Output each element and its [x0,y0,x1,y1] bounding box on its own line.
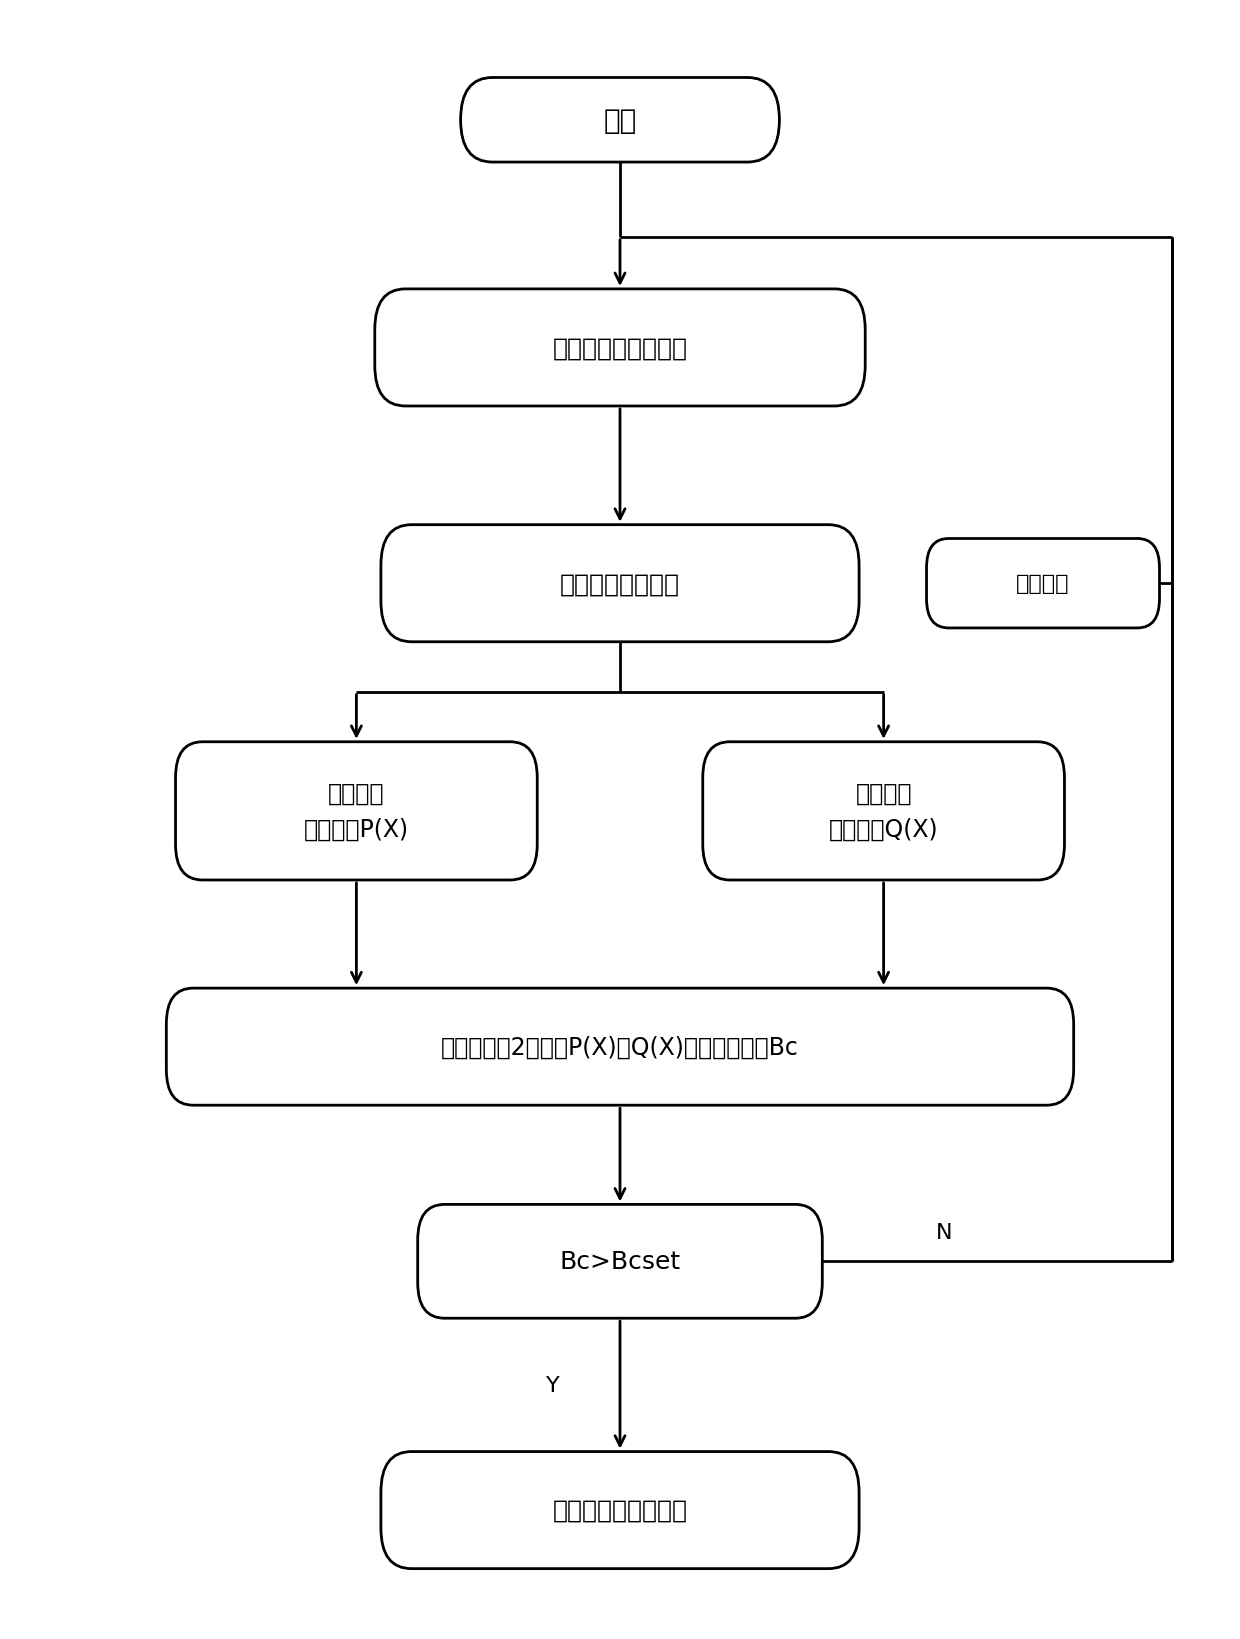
Text: 提取数据窗差流序列: 提取数据窗差流序列 [553,336,687,361]
Text: 差流序列
分布函数P(X): 差流序列 分布函数P(X) [304,782,409,841]
Text: 正弦波序列的构造: 正弦波序列的构造 [560,572,680,597]
Text: N: N [936,1223,952,1242]
FancyBboxPatch shape [176,742,537,880]
Text: 保护闭锁: 保护闭锁 [1017,574,1070,593]
Text: 利用公式（2）计算P(X)和Q(X)间的巴氏系数Bc: 利用公式（2）计算P(X)和Q(X)间的巴氏系数Bc [441,1034,799,1059]
Text: 内部故障，保护动作: 内部故障，保护动作 [553,1498,687,1523]
FancyBboxPatch shape [381,1452,859,1569]
Text: 正弦序列
分布函数Q(X): 正弦序列 分布函数Q(X) [828,782,939,841]
Text: 开始: 开始 [604,107,636,134]
FancyBboxPatch shape [926,539,1159,628]
FancyBboxPatch shape [374,290,866,406]
FancyBboxPatch shape [460,79,780,162]
Text: Y: Y [546,1375,559,1395]
FancyBboxPatch shape [703,742,1064,880]
FancyBboxPatch shape [166,988,1074,1106]
FancyBboxPatch shape [418,1205,822,1318]
FancyBboxPatch shape [381,526,859,642]
Text: Bc>Bcset: Bc>Bcset [559,1249,681,1274]
